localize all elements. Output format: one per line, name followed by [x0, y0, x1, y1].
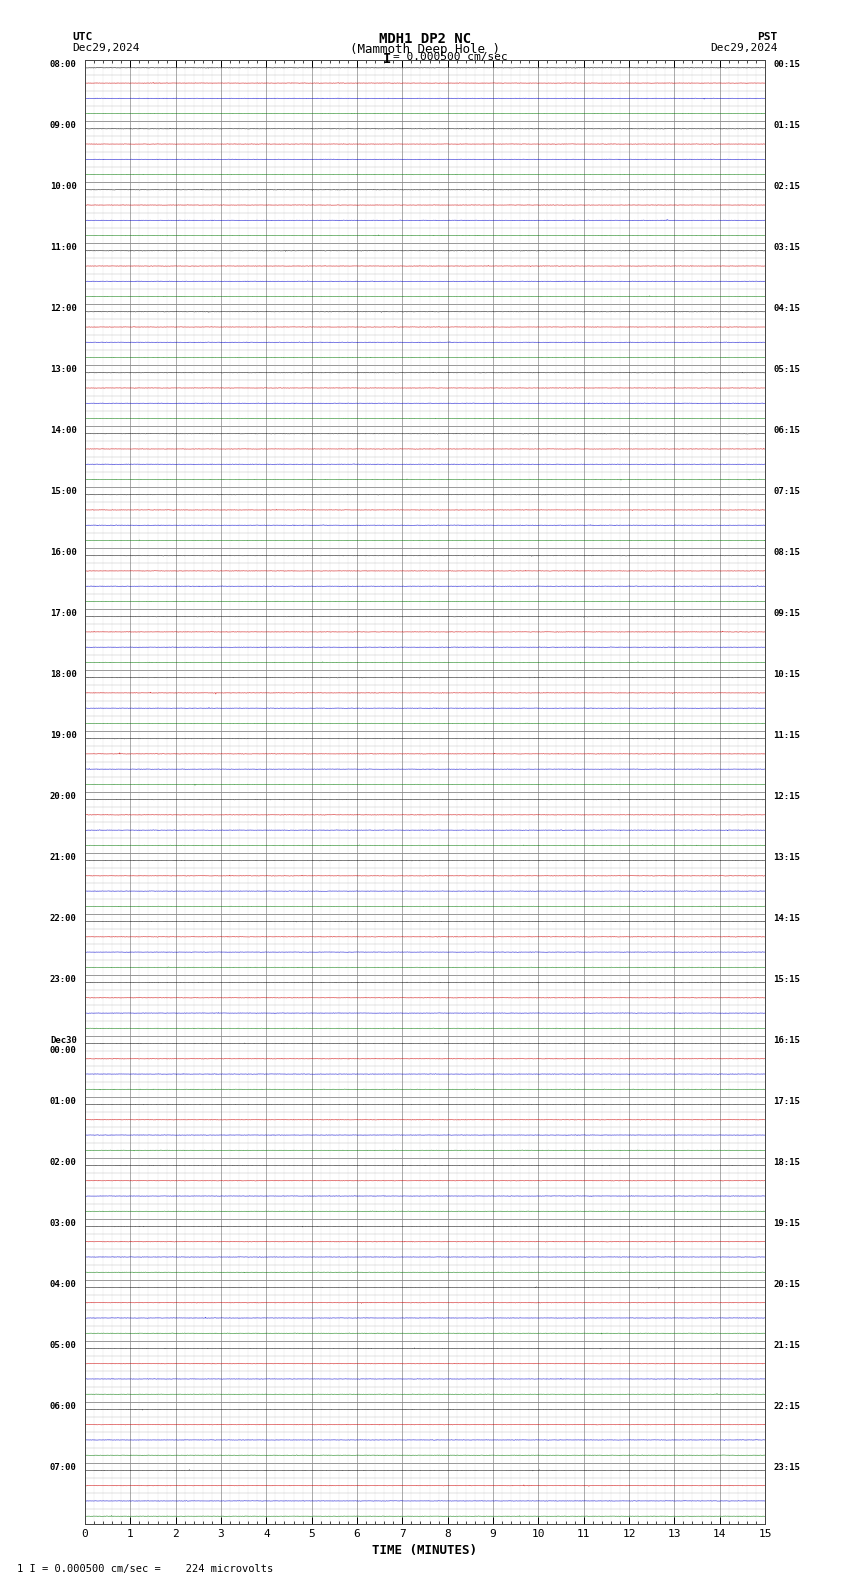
Text: 10:00: 10:00 — [50, 182, 76, 192]
Text: 23:15: 23:15 — [774, 1462, 800, 1472]
Text: 05:15: 05:15 — [774, 366, 800, 374]
Text: 06:00: 06:00 — [50, 1402, 76, 1411]
Text: 04:00: 04:00 — [50, 1280, 76, 1289]
Text: 17:00: 17:00 — [50, 608, 76, 618]
Text: 13:00: 13:00 — [50, 366, 76, 374]
Text: 12:00: 12:00 — [50, 304, 76, 314]
Text: 16:15: 16:15 — [774, 1036, 800, 1045]
Text: 03:15: 03:15 — [774, 242, 800, 252]
Text: 02:00: 02:00 — [50, 1158, 76, 1167]
Text: 00:15: 00:15 — [774, 60, 800, 70]
Text: 21:15: 21:15 — [774, 1340, 800, 1350]
Text: 15:15: 15:15 — [774, 974, 800, 984]
Text: = 0.000500 cm/sec: = 0.000500 cm/sec — [393, 52, 507, 62]
Text: 02:15: 02:15 — [774, 182, 800, 192]
Text: 11:00: 11:00 — [50, 242, 76, 252]
Text: 14:15: 14:15 — [774, 914, 800, 923]
Text: Dec29,2024: Dec29,2024 — [72, 43, 139, 52]
Text: 04:15: 04:15 — [774, 304, 800, 314]
Text: 15:00: 15:00 — [50, 486, 76, 496]
Text: 09:15: 09:15 — [774, 608, 800, 618]
Text: I: I — [382, 52, 391, 67]
Text: 1 I = 0.000500 cm/sec =    224 microvolts: 1 I = 0.000500 cm/sec = 224 microvolts — [17, 1565, 273, 1574]
Text: 09:00: 09:00 — [50, 120, 76, 130]
Text: UTC: UTC — [72, 32, 93, 41]
Text: 06:15: 06:15 — [774, 426, 800, 436]
Text: 20:00: 20:00 — [50, 792, 76, 802]
Text: 23:00: 23:00 — [50, 974, 76, 984]
Text: PST: PST — [757, 32, 778, 41]
Text: 13:15: 13:15 — [774, 852, 800, 862]
Text: 11:15: 11:15 — [774, 730, 800, 740]
Text: 18:00: 18:00 — [50, 670, 76, 680]
Text: Dec29,2024: Dec29,2024 — [711, 43, 778, 52]
Text: 07:15: 07:15 — [774, 486, 800, 496]
Text: 20:15: 20:15 — [774, 1280, 800, 1289]
Text: 08:15: 08:15 — [774, 548, 800, 558]
Text: 08:00: 08:00 — [50, 60, 76, 70]
Text: 03:00: 03:00 — [50, 1220, 76, 1228]
Text: 19:15: 19:15 — [774, 1220, 800, 1228]
X-axis label: TIME (MINUTES): TIME (MINUTES) — [372, 1544, 478, 1557]
Text: 17:15: 17:15 — [774, 1096, 800, 1106]
Text: 16:00: 16:00 — [50, 548, 76, 558]
Text: (Mammoth Deep Hole ): (Mammoth Deep Hole ) — [350, 43, 500, 55]
Text: 12:15: 12:15 — [774, 792, 800, 802]
Text: 22:00: 22:00 — [50, 914, 76, 923]
Text: 21:00: 21:00 — [50, 852, 76, 862]
Text: 22:15: 22:15 — [774, 1402, 800, 1411]
Text: 01:00: 01:00 — [50, 1096, 76, 1106]
Text: 14:00: 14:00 — [50, 426, 76, 436]
Text: 01:15: 01:15 — [774, 120, 800, 130]
Text: 07:00: 07:00 — [50, 1462, 76, 1472]
Text: MDH1 DP2 NC: MDH1 DP2 NC — [379, 32, 471, 46]
Text: 18:15: 18:15 — [774, 1158, 800, 1167]
Text: 05:00: 05:00 — [50, 1340, 76, 1350]
Text: 10:15: 10:15 — [774, 670, 800, 680]
Text: 19:00: 19:00 — [50, 730, 76, 740]
Text: Dec30
00:00: Dec30 00:00 — [50, 1036, 76, 1055]
